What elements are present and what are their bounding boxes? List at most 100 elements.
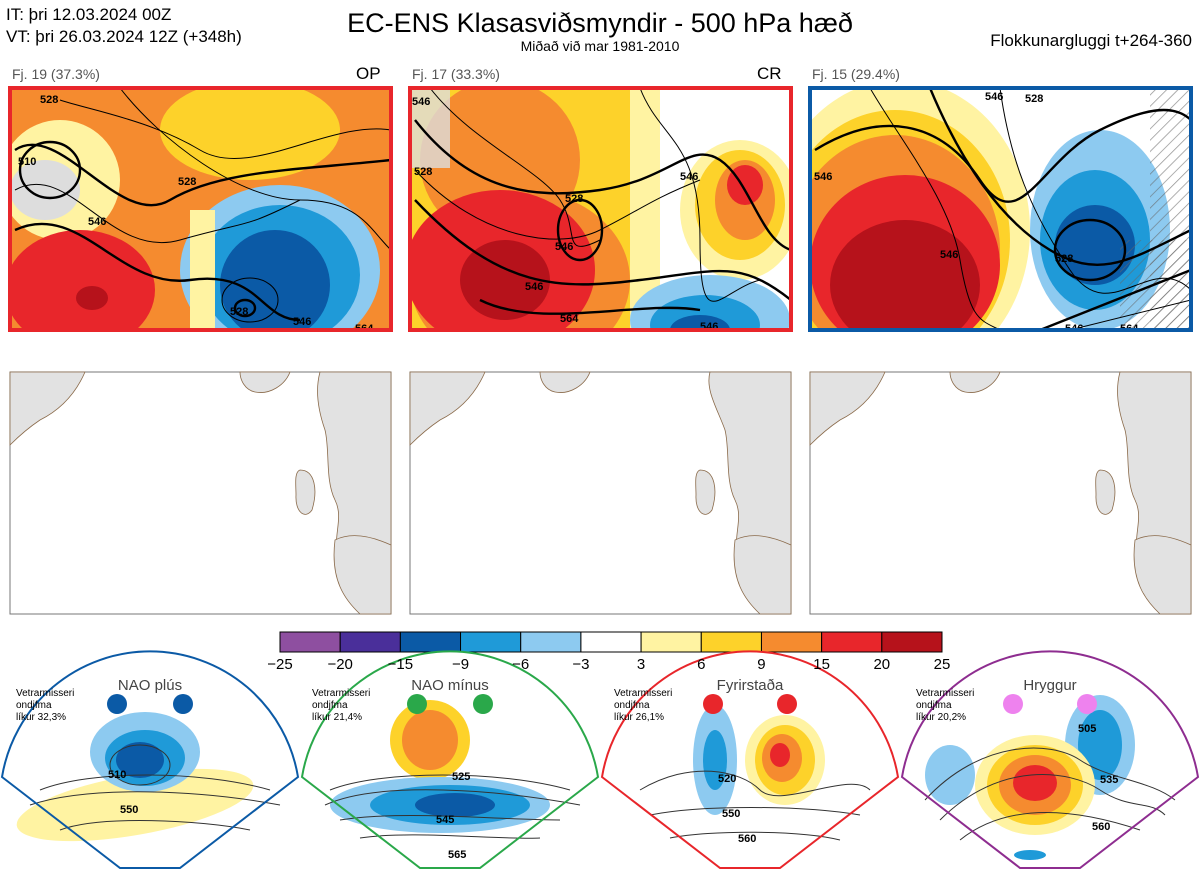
colorbar-swatch [760, 631, 823, 653]
regime-1-note: Vetrarmisseri ondjfma líkur 32,3% [16, 688, 74, 724]
colorbar-tick-label: 20 [873, 656, 891, 673]
contour-label: 546 [700, 321, 718, 333]
contour-label: 546 [680, 171, 698, 183]
contour-label: 565 [448, 849, 466, 861]
colorbar-swatch [279, 631, 341, 653]
contour-label: 528 [230, 306, 248, 318]
contour-label: 564 [1120, 323, 1139, 335]
regime-2-note: Vetrarmisseri ondjfma líkur 21,4% [312, 688, 370, 724]
contour-label: 528 [1055, 253, 1073, 265]
colorbar-tick-label: −15 [387, 656, 414, 673]
regime-blocking: 520 550 560 [600, 650, 900, 869]
colorbar-tick-label: −20 [327, 656, 353, 673]
colorbar-swatch [881, 631, 943, 653]
contour-label: 528 [40, 94, 58, 106]
regime-4-outline [900, 650, 1200, 869]
colorbar-swatch [399, 631, 462, 653]
page-title: EC-ENS Klasasviðsmyndir - 500 hPa hæð [347, 8, 853, 38]
contour-label: 520 [718, 773, 736, 785]
cluster-1-frame [8, 86, 393, 332]
colorbar-swatch [339, 631, 401, 653]
regime-2-marker [407, 694, 427, 714]
regime-nao-plus: 510 550 [0, 650, 300, 869]
note-line: líkur 26,1% [614, 712, 665, 723]
regime-3-marker [777, 694, 797, 714]
note-line: ondjfma [614, 700, 650, 711]
colorbar-tick-label: 9 [757, 656, 766, 673]
contour-label: 564 [560, 313, 579, 325]
note-line: líkur 32,3% [16, 712, 67, 723]
contour-label: 564 [355, 323, 374, 335]
colorbar-tick-label: −3 [572, 656, 590, 673]
contour-label: 546 [940, 249, 958, 261]
base-map-2 [409, 371, 792, 615]
regime-3-note: Vetrarmisseri ondjfma líkur 26,1% [614, 688, 672, 724]
contour-label: 560 [738, 833, 756, 845]
colorbar-tick-label: 3 [636, 656, 646, 673]
regime-4-marker [1003, 694, 1023, 714]
cluster-1-label: Fj. 19 (37.3%) [12, 66, 100, 82]
colorbar-swatch [520, 631, 582, 653]
note-line: líkur 20,2% [916, 712, 967, 723]
regime-4-title: Hryggur [1023, 677, 1077, 694]
colorbar-swatch [580, 631, 642, 653]
run-info: IT: þri 12.03.2024 00Z VT: þri 26.03.202… [6, 4, 242, 48]
cluster-2-map: 546 528 528 546 546 564 546 546 [410, 88, 791, 333]
contour-label: 528 [178, 176, 196, 188]
regime-1-marker [173, 694, 193, 714]
colorbar-swatch [460, 631, 522, 653]
regime-1-title: NAO plús [117, 677, 183, 694]
note-line: ondjfma [16, 700, 52, 711]
contour-label: 510 [18, 156, 36, 168]
contour-label: 535 [1100, 774, 1118, 786]
base-map-3 [809, 371, 1192, 615]
regime-3-outline [600, 650, 900, 869]
contour-label: 528 [1025, 93, 1043, 105]
contour-label: 546 [293, 316, 311, 328]
contour-label: 528 [414, 166, 432, 178]
contour-label: 505 [1078, 723, 1096, 735]
regime-2-outline [300, 650, 600, 869]
colorbar-tick-label: 15 [813, 656, 830, 673]
contour-label: 545 [436, 814, 454, 826]
contour-label: 546 [814, 171, 832, 183]
colorbar-tick-label: −9 [451, 656, 470, 673]
note-line: líkur 21,4% [312, 712, 363, 723]
colorbar-tick-label: 6 [697, 656, 706, 673]
contour-label: 550 [722, 808, 740, 820]
contour-label: 546 [88, 216, 106, 228]
classification-window: Flokkunargluggi t+264-360 [990, 31, 1192, 50]
page-subtitle: Miðað við mar 1981-2010 [520, 38, 680, 54]
regime-2-title: NAO mínus [411, 677, 489, 694]
cluster-3-label: Fj. 15 (29.4%) [812, 66, 900, 82]
contour-label: 546 [412, 96, 430, 108]
initial-time: IT: þri 12.03.2024 00Z [6, 5, 172, 24]
colorbar-tick-label: −6 [512, 656, 530, 673]
contour-label: 550 [120, 804, 138, 816]
note-line: Vetrarmisseri [614, 688, 673, 699]
colorbar-swatch [821, 631, 883, 653]
regime-4-note: Vetrarmisseri ondjfma líkur 20,2% [916, 688, 974, 724]
regime-4-marker [1077, 694, 1097, 714]
anomaly-colorbar [279, 631, 943, 653]
contour-label: 546 [525, 281, 543, 293]
note-line: Vetrarmisseri [16, 688, 75, 699]
regime-nao-minus: 525 545 565 [300, 650, 600, 869]
note-line: Vetrarmisseri [312, 688, 371, 699]
regime-2-marker [473, 694, 493, 714]
regime-3-marker [703, 694, 723, 714]
contour-label: 525 [452, 771, 470, 783]
regime-3-title: Fyrirstaða [716, 677, 784, 694]
colorbar-tick-label: −25 [267, 656, 293, 673]
contour-label: 546 [555, 241, 573, 253]
contour-label: 546 [985, 91, 1003, 103]
contour-label: 510 [108, 769, 126, 781]
regime-1-marker [107, 694, 127, 714]
contour-label: 546 [1065, 323, 1083, 335]
valid-time: VT: þri 26.03.2024 12Z (+348h) [6, 27, 242, 46]
cluster-3-frame [808, 86, 1193, 332]
cluster-2-frame [408, 86, 793, 332]
cluster-2-label: Fj. 17 (33.3%) [412, 66, 500, 82]
note-line: ondjfma [916, 700, 952, 711]
